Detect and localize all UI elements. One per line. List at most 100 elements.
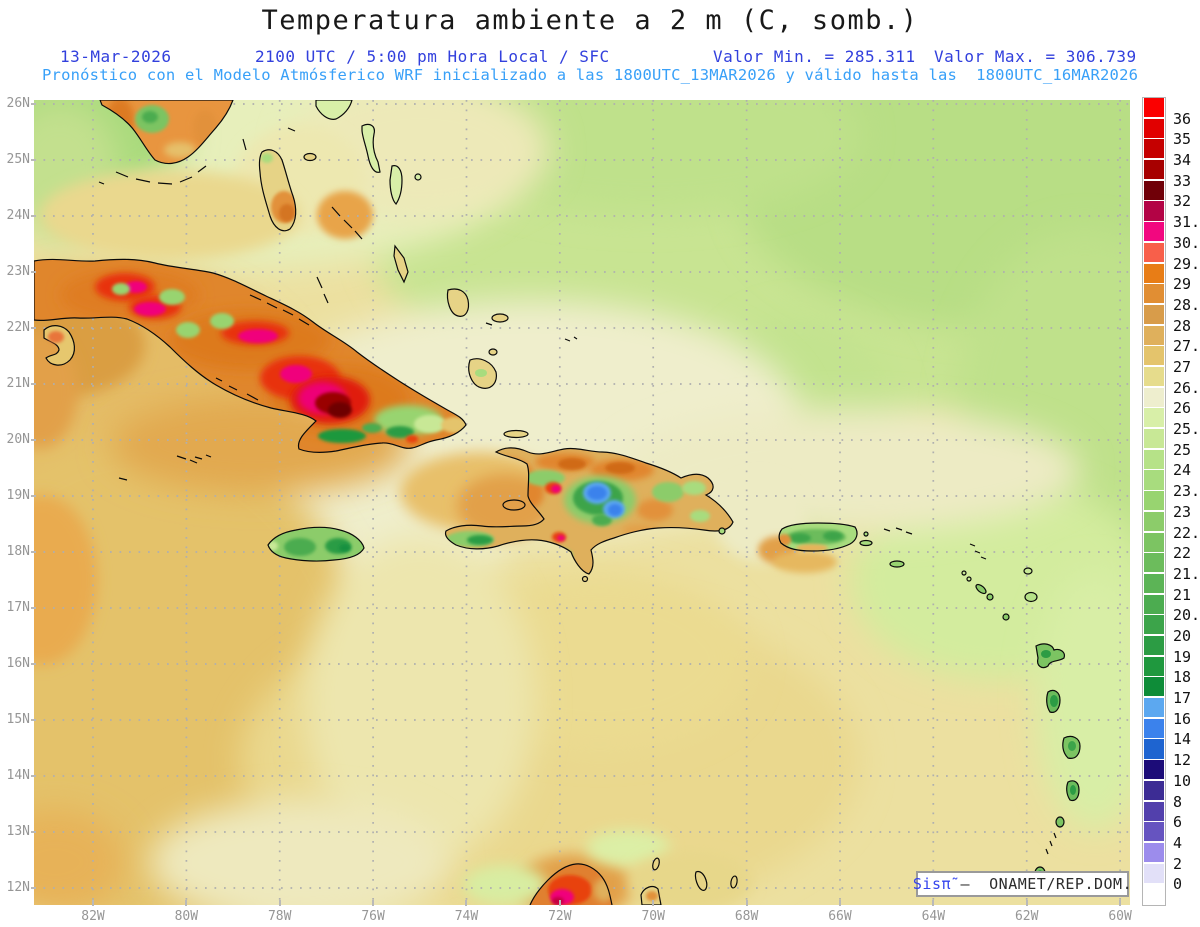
colorbar-swatch [1144,180,1164,200]
abc-islands [640,857,738,906]
colorbar-swatch [1144,449,1164,469]
lat-axis-tick [31,383,36,385]
lat-axis-label: 20N [6,432,30,447]
lon-axis-label: 60W [1108,909,1132,924]
colorbar-swatch [1144,656,1164,676]
colorbar-swatch [1144,491,1164,511]
page-title: Temperatura ambiente a 2 m (C, somb.) [261,5,919,36]
vieques [859,539,873,547]
lat-axis-tick [31,607,36,609]
lat-axis-label: 15N [6,712,30,727]
lat-axis-tick [31,551,36,553]
colorbar-swatch [1144,884,1164,904]
lon-axis-tick [745,900,748,906]
lat-axis-tick [31,663,36,665]
colorbar-swatch [1144,863,1164,883]
lat-axis-label: 21N [6,376,30,391]
colorbar-tick-label: 22 [1173,544,1192,563]
colorbar-swatch [1144,98,1164,118]
colorbar-tick-label: 29 [1173,275,1192,294]
colorbar-swatch [1144,367,1164,387]
lat-axis-tick [31,887,36,889]
attribution-org: – ONAMET/REP.DOM. [951,875,1133,893]
colorbar-tick-label: 35 [1173,130,1192,149]
colorbar-swatch [1144,780,1164,800]
colorbar-tick-label: 6 [1173,813,1183,832]
colorbar-swatch [1144,304,1164,324]
colorbar-swatch [1144,408,1164,428]
value-min: Valor Min. = 285.311 [713,47,916,66]
valid-time: 2100 UTC / 5:00 pm Hora Local / SFC [255,47,610,66]
sispi-logo: Sisπ̃ [912,875,952,893]
lon-axis-label: 66W [828,909,852,924]
colorbar-swatch [1144,387,1164,407]
lon-axis-label: 68W [734,909,759,924]
colorbar-tick-label: 30.7 [1173,233,1200,252]
lon-axis-tick [1119,900,1122,906]
colorbar-tick-label: 21.5 [1173,564,1200,583]
colorbar-swatch [1144,615,1164,635]
colorbar-swatch [1144,760,1164,780]
colorbar-tick-label: 27.5 [1173,337,1200,356]
hispaniola [445,447,733,574]
beata [581,575,589,583]
lat-axis-tick [31,439,36,441]
lon-axis-tick [1025,900,1028,906]
colorbar-tick-label: 0 [1173,875,1183,894]
colorbar-tick-label: 26 [1173,399,1192,418]
colorbar-tick-label: 28 [1173,316,1192,335]
small-cays [98,127,1057,855]
colorbar-swatch [1144,139,1164,159]
colorbar-swatch [1144,511,1164,531]
colorbar-tick-label: 23.5 [1173,482,1200,501]
colorbar-swatch [1144,677,1164,697]
lat-axis-tick [31,103,36,105]
colorbar-tick-label: 23 [1173,502,1192,521]
colorbar-swatch [1144,470,1164,490]
lat-axis-label: 14N [6,768,30,783]
colorbar-tick-label: 25.5 [1173,420,1200,439]
colorbar-tick-label: 18 [1173,668,1192,687]
lon-axis-label: 76W [361,909,385,924]
colorbar-swatch [1144,325,1164,345]
colorbar-swatch [1144,801,1164,821]
puerto-rico [779,523,858,551]
colorbar-tick-label: 22.5 [1173,523,1200,542]
colorbar-tick-label: 16 [1173,709,1192,728]
lon-axis-tick [92,900,94,906]
colorbar-tick-label: 2 [1173,854,1183,873]
lat-axis-tick [31,831,36,833]
colorbar [1142,97,1166,906]
lat-axis-label: 19N [6,488,30,503]
forecast-line: Pronóstico con el Modelo Atmósferico WRF… [42,66,1139,84]
colorbar-tick-label: 33 [1173,171,1192,190]
lon-axis-label: 64W [921,909,946,924]
colorbar-swatch [1144,573,1164,593]
colorbar-tick-label: 29.7 [1173,254,1200,273]
colorbar-swatch [1144,739,1164,759]
lon-axis-tick [838,900,841,906]
lat-axis-label: 22N [6,320,30,335]
colorbar-swatch [1144,842,1164,862]
lat-axis-label: 18N [6,544,30,559]
lat-axis-tick [31,327,36,329]
colorbar-swatch [1144,284,1164,304]
colorbar-swatch [1144,346,1164,366]
colorbar-tick-label: 27 [1173,358,1192,376]
colorbar-tick-label: 26.5 [1173,378,1200,397]
colorbar-tick-label: 17 [1173,689,1192,708]
lon-axis-tick [652,900,655,906]
colorbar-tick-label: 36 [1173,109,1192,128]
lat-axis-label: 23N [6,264,30,279]
colorbar-swatch [1144,222,1164,242]
lat-axis-tick [31,719,36,721]
colorbar-swatch [1144,160,1164,180]
colorbar-swatch [1144,242,1164,262]
bahamas [258,99,509,389]
colorbar-swatch [1144,532,1164,552]
colorbar-swatch [1144,263,1164,283]
lon-axis-label: 72W [548,909,572,924]
lat-axis-tick [31,271,36,273]
attribution-box: Sisπ̃ – ONAMET/REP.DOM. [912,871,1133,897]
